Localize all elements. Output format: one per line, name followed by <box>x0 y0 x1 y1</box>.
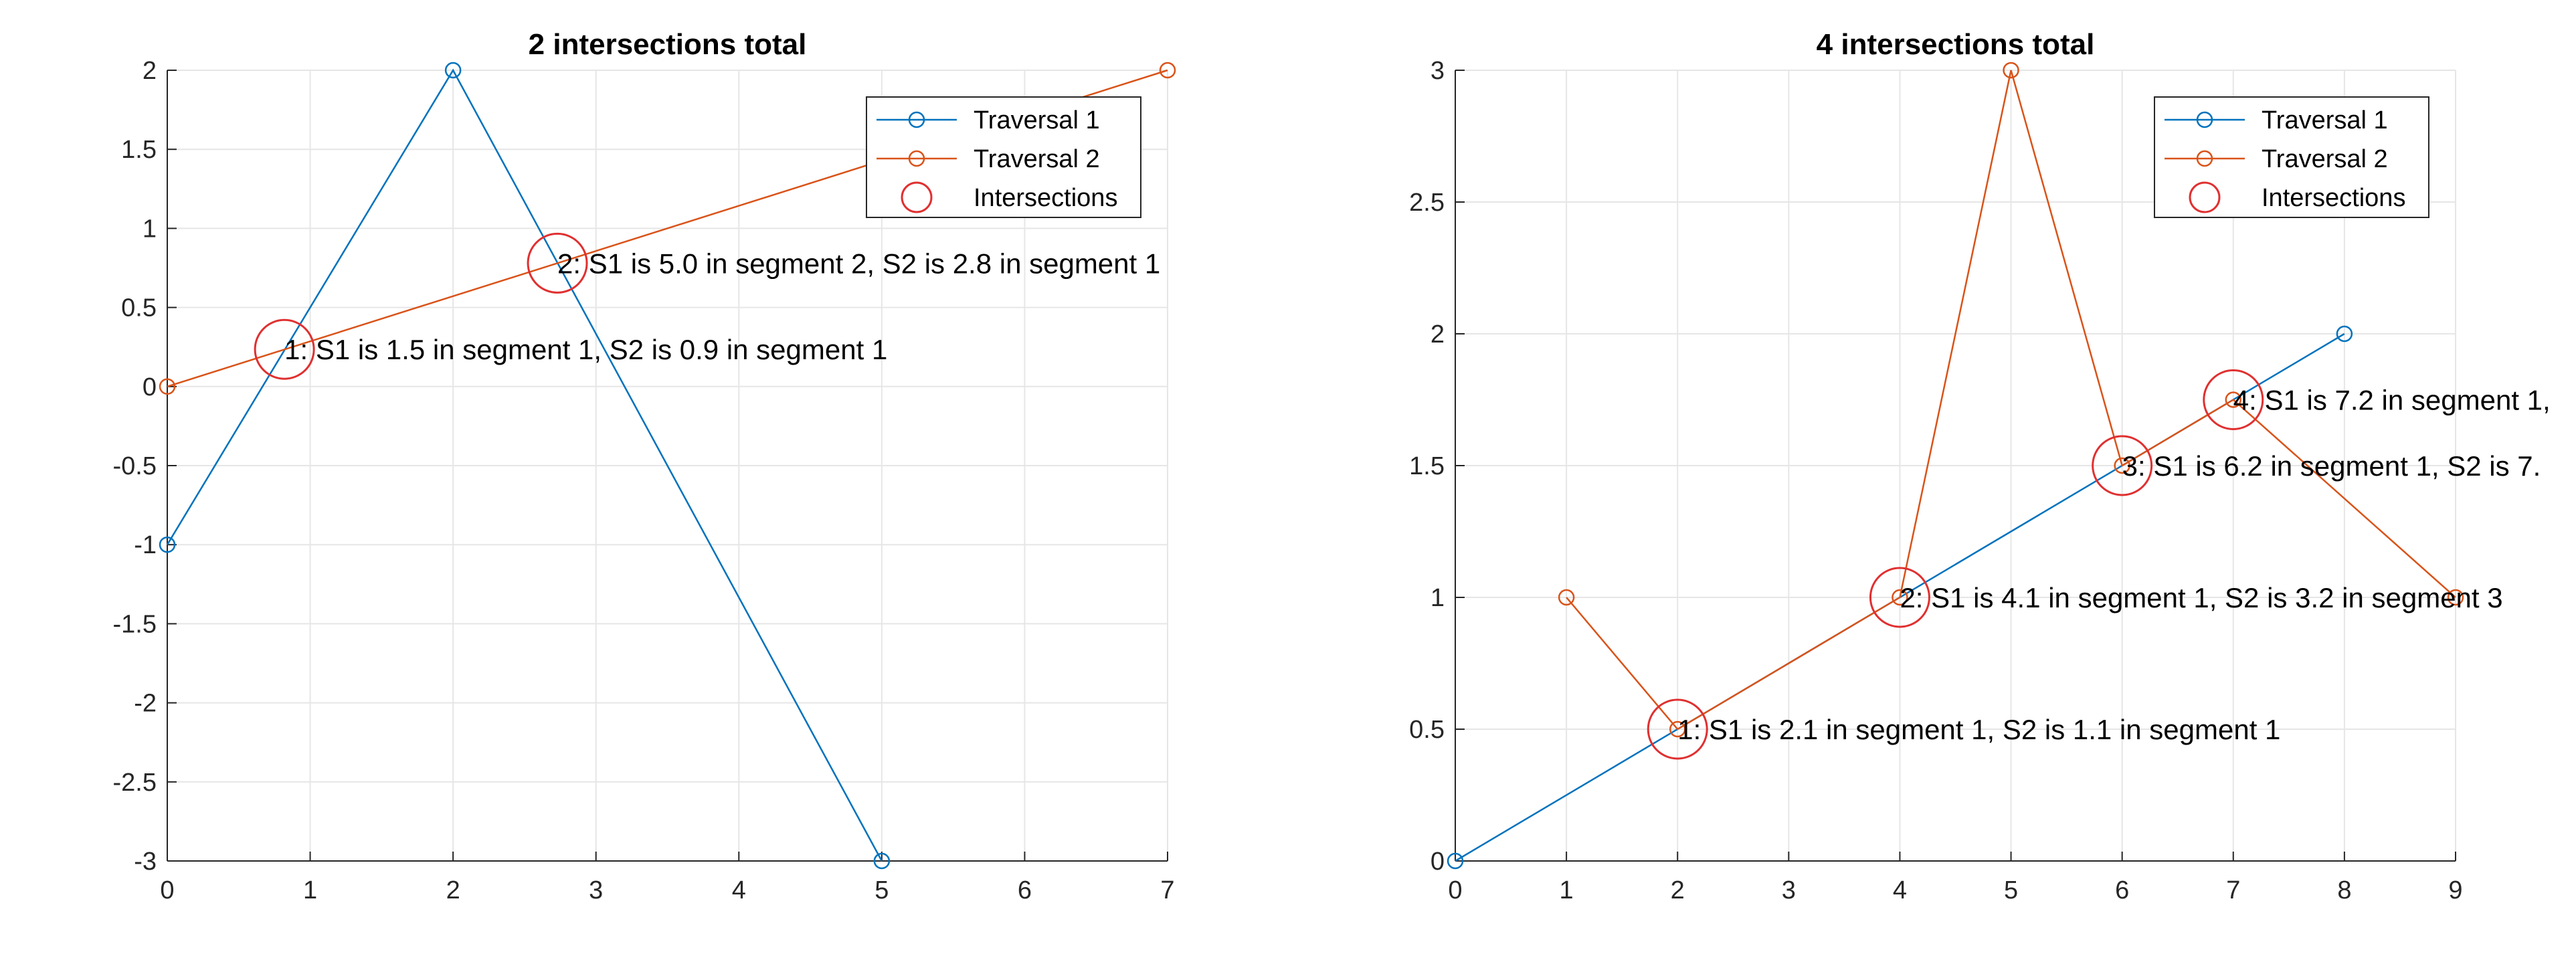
y-tick-label: 2.5 <box>1409 189 1445 217</box>
legend-entry-traversal-1-label: Traversal 1 <box>2262 106 2388 134</box>
x-tick-label: 7 <box>1160 876 1174 904</box>
legend-entry-intersections-marker <box>2189 181 2221 213</box>
x-tick-label: 7 <box>2226 876 2240 904</box>
intersection-marker <box>1869 567 1930 628</box>
legend-box <box>2154 96 2429 218</box>
series-marker-traversal-2 <box>2003 62 2019 79</box>
x-tick-label: 6 <box>2115 876 2129 904</box>
x-tick-label: 5 <box>875 876 889 904</box>
series-marker-traversal-1 <box>2336 325 2353 343</box>
intersection-marker <box>254 318 315 380</box>
series-marker-traversal-2 <box>1669 720 1686 738</box>
legend-entry-intersections-marker <box>901 181 933 213</box>
y-tick-label: 0 <box>143 373 157 401</box>
intersection-marker <box>2203 369 2264 430</box>
y-tick-label: -1.5 <box>113 610 157 638</box>
series-marker-traversal-2 <box>1558 589 1575 606</box>
y-tick-label: 1.5 <box>1409 452 1445 480</box>
intersection-marker <box>2092 435 2153 496</box>
intersection-label: 3: S1 is 6.2 in segment 1, S2 is 7. <box>2122 450 2541 482</box>
intersection-label: 2: S1 is 4.1 in segment 1, S2 is 3.2 in … <box>1900 582 2502 613</box>
y-tick-label: 1.5 <box>121 136 157 164</box>
series-marker-traversal-2 <box>159 378 176 395</box>
legend-box <box>866 96 1141 218</box>
x-tick-label: 9 <box>2448 876 2462 904</box>
y-tick-label: 0.5 <box>121 294 157 322</box>
intersection-marker <box>527 232 588 294</box>
chart-title: 4 intersections total <box>1817 28 2095 61</box>
y-tick-label: 2 <box>143 57 157 85</box>
y-tick-label: 1 <box>1431 584 1445 612</box>
legend-entry-traversal-1-marker <box>2196 111 2213 128</box>
y-tick-label: 0.5 <box>1409 716 1445 744</box>
x-tick-label: 4 <box>1893 876 1907 904</box>
legend-entry-intersections-label: Intersections <box>2262 184 2405 212</box>
y-tick-label: -1 <box>134 531 157 559</box>
chart-title: 2 intersections total <box>529 28 807 61</box>
series-marker-traversal-2 <box>2114 457 2130 474</box>
intersection-label: 1: S1 is 1.5 in segment 1, S2 is 0.9 in … <box>284 334 887 365</box>
legend-entry-traversal-2-label: Traversal 2 <box>2262 145 2388 173</box>
intersection-marker <box>1647 698 1708 760</box>
series-marker-traversal-2 <box>1159 62 1176 79</box>
series-line-traversal-1 <box>166 68 883 862</box>
y-tick-label: 1 <box>143 215 157 243</box>
series-marker-traversal-1 <box>444 62 462 79</box>
legend-entry-traversal-2-label: Traversal 2 <box>974 145 1100 173</box>
x-tick-label: 1 <box>1560 876 1574 904</box>
intersection-label: 1: S1 is 2.1 in segment 1, S2 is 1.1 in … <box>1677 714 2280 745</box>
y-tick-label: 0 <box>1431 848 1445 876</box>
y-tick-label: -3 <box>134 848 157 876</box>
right-chart: 0 1 2 3 4 5 6 7 8 9 0 0.5 1 1.5 2 2.5 3 4 intersections t… <box>1409 28 2551 904</box>
legend-entry-traversal-1-label: Traversal 1 <box>974 106 1100 134</box>
x-tick-label: 5 <box>2004 876 2018 904</box>
intersection-label: 4: S1 is 7.2 in segment 1, <box>2233 385 2551 416</box>
x-tick-label: 0 <box>160 876 174 904</box>
series-line-traversal-2 <box>1566 70 2456 731</box>
y-tick-label: -0.5 <box>113 452 157 480</box>
x-tick-label: 2 <box>1671 876 1685 904</box>
x-tick-label: 3 <box>589 876 603 904</box>
legend-entry-traversal-1-marker <box>908 111 925 128</box>
x-tick-label: 8 <box>2337 876 2351 904</box>
series-marker-traversal-1 <box>873 852 891 870</box>
y-tick-label: -2 <box>134 690 157 718</box>
series-marker-traversal-1 <box>159 536 176 553</box>
legend-entry-intersections-label: Intersections <box>974 184 1117 212</box>
series-marker-traversal-2 <box>2225 391 2242 408</box>
x-tick-label: 6 <box>1018 876 1032 904</box>
intersection-label: 2: S1 is 5.0 in segment 2, S2 is 2.8 in … <box>557 248 1160 279</box>
x-tick-label: 2 <box>446 876 460 904</box>
x-tick-label: 0 <box>1448 876 1462 904</box>
x-tick-label: 3 <box>1782 876 1796 904</box>
series-marker-traversal-2 <box>1892 589 1908 606</box>
legend-entry-traversal-2-marker <box>2196 150 2213 167</box>
y-tick-label: 3 <box>1431 57 1445 85</box>
y-tick-label: 2 <box>1431 320 1445 349</box>
left-chart: 0 1 2 3 4 5 6 7 -3 -2.5 -2 -1.5 -1 -0.5 0 0.5 1 1.5 2 2 int… <box>113 28 1176 904</box>
series-marker-traversal-1 <box>1447 852 1464 870</box>
legend-entry-traversal-2-marker <box>908 150 925 167</box>
series-marker-traversal-2 <box>2447 589 2464 606</box>
x-tick-label: 4 <box>732 876 746 904</box>
y-tick-label: -2.5 <box>113 769 157 797</box>
x-tick-label: 1 <box>303 876 317 904</box>
